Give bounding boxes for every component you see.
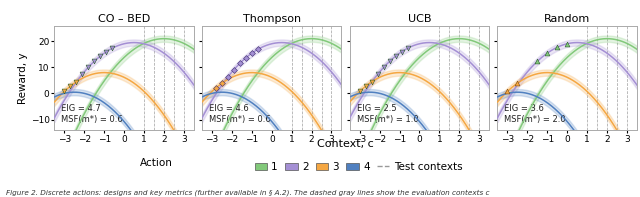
Text: EIG = 3.6: EIG = 3.6 [504,104,544,113]
Title: Thompson: Thompson [243,14,301,24]
Text: EIG = 2.5: EIG = 2.5 [356,104,396,113]
Text: Action: Action [140,158,173,167]
Y-axis label: Reward, y: Reward, y [18,52,28,104]
Title: CO – BED: CO – BED [98,14,150,24]
Text: MSF(m*) = 2.0: MSF(m*) = 2.0 [504,115,566,124]
Text: Context, c: Context, c [317,139,374,149]
Text: MSF(m*) = 1.0: MSF(m*) = 1.0 [356,115,419,124]
Text: MSF(m*) = 0.6: MSF(m*) = 0.6 [61,115,123,124]
Text: EIG = 4.6: EIG = 4.6 [209,104,249,113]
Text: EIG = 4.7: EIG = 4.7 [61,104,101,113]
Legend: 1, 2, 3, 4, Test contexts: 1, 2, 3, 4, Test contexts [255,162,462,172]
Title: Random: Random [544,14,590,24]
Text: MSF(m*) = 0.6: MSF(m*) = 0.6 [209,115,271,124]
Title: UCB: UCB [408,14,431,24]
Text: Figure 2. Discrete actions: designs and key metrics (further available in § A.2): Figure 2. Discrete actions: designs and … [6,189,490,196]
